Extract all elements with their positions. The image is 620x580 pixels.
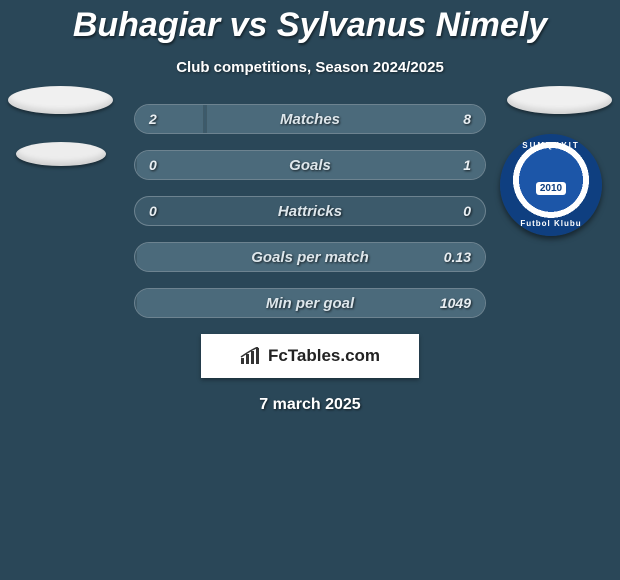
stat-value-left: 0 <box>149 203 157 219</box>
club-badge-placeholder <box>16 142 106 166</box>
player-badge-placeholder <box>507 86 612 114</box>
stat-label: Matches <box>280 111 340 128</box>
stat-row: 0 Hattricks 0 <box>134 196 486 226</box>
stat-value-right: 8 <box>463 111 471 127</box>
club-badge-sumqayit: SUMQAYIT 2010 Futbol Klubu <box>500 134 602 236</box>
comparison-panel: SUMQAYIT 2010 Futbol Klubu 2 Matches 8 0 Goa… <box>0 104 620 414</box>
stat-value-left: 0 <box>149 157 157 173</box>
stat-row: 2 Matches 8 <box>134 104 486 134</box>
bar-chart-icon <box>240 347 262 365</box>
stat-value-right: 1 <box>463 157 471 173</box>
stat-row: Min per goal 1049 <box>134 288 486 318</box>
brand-text: FcTables.com <box>268 346 380 366</box>
player-badge-placeholder <box>8 86 113 114</box>
badge-year: 2010 <box>536 182 566 195</box>
stat-label: Hattricks <box>278 203 342 220</box>
stat-fill-right <box>206 104 486 134</box>
left-player-badges <box>8 86 113 166</box>
stat-label: Min per goal <box>266 295 354 312</box>
stat-value-left: 2 <box>149 111 157 127</box>
date-text: 7 march 2025 <box>0 396 620 414</box>
stat-row: 0 Goals 1 <box>134 150 486 180</box>
right-player-badges: SUMQAYIT 2010 Futbol Klubu <box>507 86 612 114</box>
stat-row: Goals per match 0.13 <box>134 242 486 272</box>
stat-value-right: 0.13 <box>444 249 471 265</box>
page-title: Buhagiar vs Sylvanus Nimely <box>0 0 620 45</box>
badge-top-text: SUMQAYIT <box>500 141 602 150</box>
stat-value-right: 0 <box>463 203 471 219</box>
brand-box: FcTables.com <box>201 334 419 378</box>
stat-rows: 2 Matches 8 0 Goals 1 0 Hattricks 0 Goals per mat… <box>134 104 486 318</box>
stat-value-right: 1049 <box>440 295 471 311</box>
stat-label: Goals <box>289 157 331 174</box>
stat-fill-left <box>134 104 204 134</box>
stat-label: Goals per match <box>251 249 369 266</box>
subtitle: Club competitions, Season 2024/2025 <box>0 59 620 76</box>
badge-bottom-text: Futbol Klubu <box>500 219 602 228</box>
